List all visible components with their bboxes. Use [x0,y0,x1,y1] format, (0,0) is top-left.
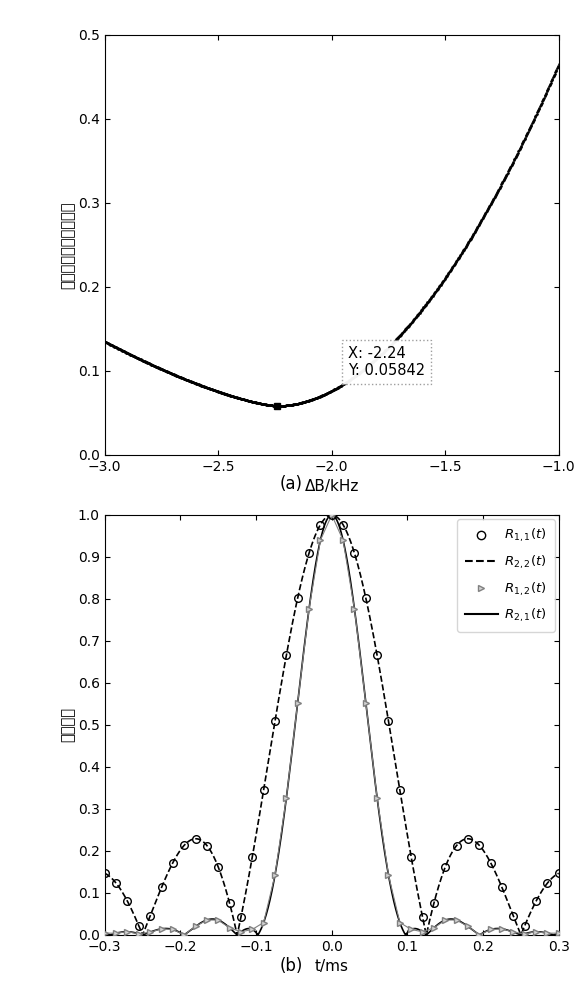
Text: (b): (b) [279,957,303,975]
Y-axis label: 归一化値: 归一化値 [60,708,75,742]
Text: X: -2.24
Y: 0.05842: X: -2.24 Y: 0.05842 [347,346,425,378]
Y-axis label: 合成相关函数旁房峰値: 合成相关函数旁房峰値 [60,201,75,289]
X-axis label: ΔB/kHz: ΔB/kHz [304,479,359,494]
X-axis label: t/ms: t/ms [315,959,349,974]
Legend: $R_{1,1}(t)$, $R_{2,2}(t)$, $R_{1,2}(t)$, $R_{2,1}(t)$: $R_{1,1}(t)$, $R_{2,2}(t)$, $R_{1,2}(t)$… [457,519,555,632]
Text: (a): (a) [279,475,303,493]
